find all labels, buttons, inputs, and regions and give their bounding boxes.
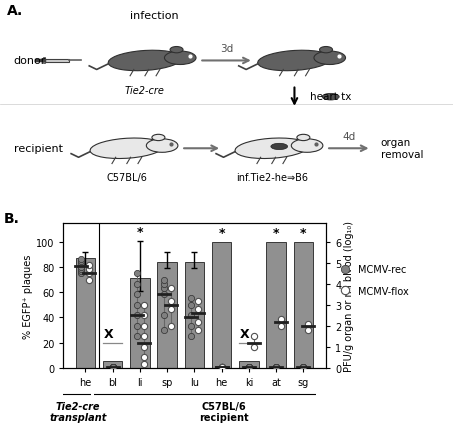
Text: B.: B. — [4, 212, 19, 226]
Text: X: X — [240, 328, 250, 340]
Text: X: X — [104, 328, 113, 340]
Bar — [212, 242, 231, 368]
Text: A.: A. — [7, 4, 23, 18]
Text: infection: infection — [130, 11, 178, 21]
Text: heart tx: heart tx — [310, 92, 352, 101]
Ellipse shape — [258, 51, 331, 71]
Bar — [157, 262, 177, 368]
Ellipse shape — [146, 139, 178, 153]
Bar — [266, 242, 286, 368]
Bar — [130, 279, 149, 368]
Ellipse shape — [319, 47, 333, 54]
Text: *: * — [273, 227, 280, 240]
Text: donor: donor — [14, 57, 46, 66]
Text: 4d: 4d — [342, 131, 356, 141]
Ellipse shape — [291, 139, 323, 153]
Text: 3d: 3d — [220, 44, 233, 53]
Text: C57BL/6
recipient: C57BL/6 recipient — [199, 401, 249, 422]
Ellipse shape — [314, 52, 346, 65]
Text: *: * — [300, 227, 307, 240]
Ellipse shape — [170, 47, 183, 54]
Ellipse shape — [152, 135, 165, 141]
Bar — [239, 362, 259, 368]
Y-axis label: PFU/g organ or ml blood (log₁₀): PFU/g organ or ml blood (log₁₀) — [344, 220, 354, 371]
Legend: MCMV-rec, MCMV-flox: MCMV-rec, MCMV-flox — [336, 265, 409, 296]
Bar — [184, 262, 204, 368]
Ellipse shape — [322, 94, 339, 101]
Bar — [294, 242, 313, 368]
Ellipse shape — [235, 139, 308, 159]
Y-axis label: % EGFP⁺ plaques: % EGFP⁺ plaques — [23, 254, 33, 338]
Bar — [76, 258, 95, 368]
Text: C57BL/6: C57BL/6 — [106, 173, 147, 183]
Text: *: * — [137, 226, 143, 238]
Text: inf.Tie2-he⇒B6: inf.Tie2-he⇒B6 — [236, 173, 308, 183]
Ellipse shape — [297, 135, 310, 141]
FancyBboxPatch shape — [44, 60, 69, 63]
Bar — [103, 362, 122, 368]
Ellipse shape — [108, 51, 182, 71]
Text: organ
removal: organ removal — [381, 138, 423, 160]
Ellipse shape — [271, 144, 288, 150]
Text: Tie2-cre: Tie2-cre — [125, 85, 165, 95]
FancyBboxPatch shape — [43, 58, 45, 64]
Text: recipient: recipient — [14, 144, 63, 154]
Text: *: * — [218, 227, 225, 240]
Text: Tie2-cre
transplant: Tie2-cre transplant — [49, 401, 107, 422]
Ellipse shape — [90, 139, 164, 159]
Ellipse shape — [164, 52, 196, 65]
